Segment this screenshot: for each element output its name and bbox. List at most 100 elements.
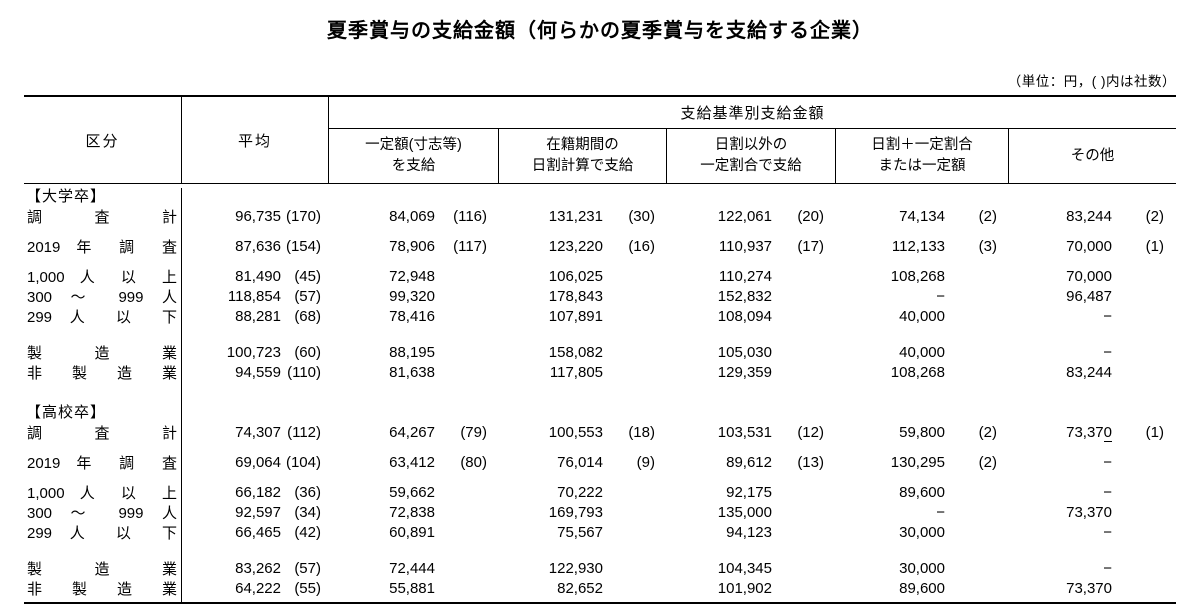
data-cell: 104,345: [667, 560, 836, 577]
row-label: 1,000 人 以 上: [27, 484, 177, 502]
cell-company-count: (1): [1145, 237, 1164, 255]
cell-value: 40,000: [899, 343, 945, 361]
cell-value: 55,881: [389, 579, 435, 597]
row-label: 製 造 業: [27, 560, 177, 578]
cell-value: 30,000: [899, 523, 945, 541]
cell-value: −: [1103, 559, 1112, 577]
data-cell: 84,069 (116): [329, 208, 499, 225]
cell-value: 117,805: [549, 363, 603, 381]
header-line: 日割以外の: [714, 137, 788, 153]
row-group: 2019 年 調 査 69,064 (104) 63,412 (80) 76,014 (9)…: [24, 452, 1176, 472]
cell-value: 72,948: [389, 267, 435, 285]
cell-value: −: [1103, 343, 1112, 361]
cell-value: 94,123: [726, 523, 772, 541]
table-row: 2019 年 調 査 87,636 (154) 78,906 (117) 123,220 (…: [24, 236, 1176, 256]
row-label: 299 人 以 下: [27, 524, 177, 542]
cell-value: 78,906: [389, 237, 435, 255]
table-row: 300 〜 999 人 118,854 (57) 99,320 178,843 152,8…: [24, 286, 1176, 306]
header-line: 日割計算で支給: [531, 158, 634, 174]
data-cell: 73,370: [1009, 504, 1176, 521]
data-cell: 72,444: [329, 560, 499, 577]
cell-value: 66,182: [235, 483, 281, 501]
cell-value: 69,064: [235, 453, 281, 471]
data-cell: 110,937 (17): [667, 238, 836, 255]
header-line: 日割＋一定割合: [871, 137, 973, 153]
cell-value: 70,000: [1066, 267, 1112, 285]
cell-value: 100,723: [226, 343, 281, 361]
cell-company-count: (112): [287, 423, 321, 441]
data-cell: 59,800 (2): [836, 424, 1009, 441]
row-group: 1,000 人 以 上 81,490 (45) 72,948 106,025 110,27…: [24, 266, 1176, 326]
data-cell: 64,222 (55): [182, 580, 329, 597]
data-cell: 108,094: [667, 308, 836, 325]
header-line: 在籍期間の: [546, 137, 619, 153]
data-cell: 169,793: [499, 504, 667, 521]
data-cell: −: [1009, 484, 1176, 501]
cell-value: 110,274: [718, 267, 772, 285]
cell-value: 89,600: [899, 579, 945, 597]
cell-value: 89,600: [899, 483, 945, 501]
data-cell: 94,559 (110): [182, 364, 329, 381]
cell-value: 96,735: [235, 207, 281, 225]
unit-note: （単位：円，( )内は社数）: [1007, 74, 1176, 89]
table-row: 非 製 造 業 64,222 (55) 55,881 82,652 101,902 89,6…: [24, 578, 1176, 598]
cell-value: 83,244: [1066, 207, 1112, 225]
cell-company-count: (80): [460, 453, 487, 471]
cell-value: 70,222: [557, 483, 603, 501]
data-cell: 40,000: [836, 308, 1009, 325]
cell-company-count: (16): [628, 237, 655, 255]
summer-bonus-table: 区分 平均 支給基準別支給金額 一定額(寸志等) を支給 在籍期間の 日割計算で…: [24, 95, 1176, 604]
cell-value: 96,487: [1066, 287, 1112, 305]
cell-value: 131,231: [548, 207, 603, 225]
cell-value: 122,061: [717, 207, 772, 225]
data-cell: 70,000 (1): [1009, 238, 1176, 255]
data-cell: 112,133 (3): [836, 238, 1009, 255]
cell-company-count: (2): [1145, 207, 1164, 225]
cell-value: 108,268: [890, 267, 945, 285]
cell-value: 92,597: [235, 503, 281, 521]
cell-value: −: [1103, 453, 1112, 471]
cell-value: 110,937: [718, 237, 772, 255]
data-cell: 103,531 (12): [667, 424, 836, 441]
data-cell: 106,025: [499, 268, 667, 285]
cell-value: 40,000: [899, 307, 945, 325]
cell-company-count: (154): [285, 237, 321, 255]
cell-value: 101,902: [717, 579, 772, 597]
table-row: 299 人 以 下 88,281 (68) 78,416 107,891 108,094 4…: [24, 306, 1176, 326]
data-cell: 89,600: [836, 484, 1009, 501]
cell-value: 122,930: [548, 559, 603, 577]
cell-value: 83,262: [235, 559, 281, 577]
data-cell: 81,638: [329, 364, 499, 381]
table-row: 299 人 以 下 66,465 (42) 60,891 75,567 94,123 30,…: [24, 522, 1176, 542]
table-row: 調 査 計 74,307 (112) 64,267 (79) 100,553 (18) 103…: [24, 422, 1176, 442]
cell-value: 135,000: [717, 503, 772, 521]
cell-value: 30,000: [899, 559, 945, 577]
row-label: 2019 年 調 査: [27, 238, 177, 256]
header-basis-group: 支給基準別支給金額 一定額(寸志等) を支給 在籍期間の 日割計算で支給 日割以…: [329, 97, 1176, 183]
cell-value: 83,244: [1066, 363, 1112, 381]
cell-company-count: (2): [978, 207, 997, 225]
cell-company-count: (45): [294, 267, 321, 285]
data-cell: −: [1009, 308, 1176, 325]
cell-value: 66,465: [235, 523, 281, 541]
data-cell: 96,735 (170): [182, 208, 329, 225]
cell-value: 118,854: [227, 287, 281, 305]
data-cell: 70,000: [1009, 268, 1176, 285]
cell-value: 72,444: [389, 559, 435, 577]
data-cell: −: [836, 504, 1009, 521]
cell-company-count: (60): [294, 343, 321, 361]
table-row: 1,000 人 以 上 81,490 (45) 72,948 106,025 110,27…: [24, 266, 1176, 286]
data-cell: 83,244 (2): [1009, 208, 1176, 225]
data-cell: 92,597 (34): [182, 504, 329, 521]
header-line: 一定額(寸志等): [365, 137, 462, 153]
data-cell: 108,268: [836, 364, 1009, 381]
row-label: 300 〜 999 人: [27, 288, 177, 306]
cell-value: 94,559: [235, 363, 281, 381]
cell-value: 130,295: [890, 453, 945, 471]
cell-value: 89,612: [726, 453, 772, 471]
row-group: 2019 年 調 査 87,636 (154) 78,906 (117) 123,220 (…: [24, 236, 1176, 256]
cell-value: −: [1103, 307, 1112, 325]
cell-company-count: (30): [628, 207, 655, 225]
table-body: 【大学卒】調 査 計 96,735 (170) 84,069 (116) 131,231 (…: [24, 188, 1176, 604]
row-label: 調 査 計: [27, 424, 177, 442]
